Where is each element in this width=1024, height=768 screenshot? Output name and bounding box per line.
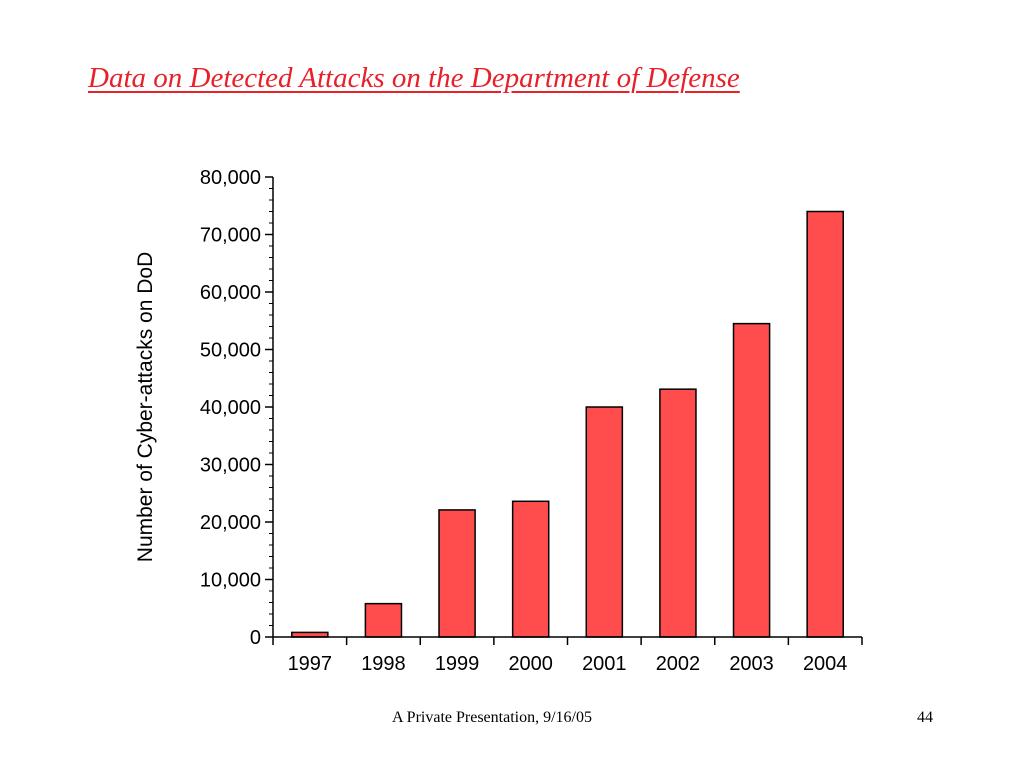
y-tick-label: 40,000 — [200, 397, 261, 419]
bar-2003 — [732, 322, 771, 638]
y-tick-label: 0 — [250, 627, 261, 649]
y-tick-label: 30,000 — [200, 455, 261, 477]
x-tick-label-2001: 2001 — [582, 653, 627, 675]
x-tick-label-2000: 2000 — [508, 653, 553, 675]
bar-1998 — [364, 602, 403, 638]
footer-slide-number: 44 — [917, 709, 933, 726]
bar-1999 — [438, 509, 476, 638]
y-tick-label: 10,000 — [200, 570, 261, 592]
bars-group — [291, 210, 844, 638]
axes-group: 0 10,000 20,000 30,000 40,000 50,000 60,000 70,… — [200, 167, 863, 675]
bar-2004 — [806, 210, 844, 638]
y-tick-label: 50,000 — [200, 340, 261, 362]
bar-2000 — [511, 500, 550, 638]
y-tick-label: 20,000 — [200, 512, 261, 534]
bar-2001 — [585, 406, 624, 638]
y-axis-label: Number of Cyber-attacks on DoD — [134, 252, 157, 562]
x-tick-label-2004: 2004 — [803, 653, 848, 675]
bar-2002 — [659, 388, 697, 638]
y-tick-label: 80,000 — [200, 167, 261, 189]
slide-title: Data on Detected Attacks on the Departme… — [88, 62, 740, 94]
x-tick-label-2002: 2002 — [656, 653, 701, 675]
x-tick-label-1998: 1998 — [361, 653, 406, 675]
footer-presentation-note: A Private Presentation, 9/16/05 — [392, 709, 592, 726]
x-tick-label-2003: 2003 — [729, 653, 774, 675]
x-tick-label-1999: 1999 — [435, 653, 480, 675]
y-tick-label: 70,000 — [200, 225, 261, 247]
x-tick-label-1997: 1997 — [288, 653, 333, 675]
y-tick-label: 60,000 — [200, 282, 261, 304]
